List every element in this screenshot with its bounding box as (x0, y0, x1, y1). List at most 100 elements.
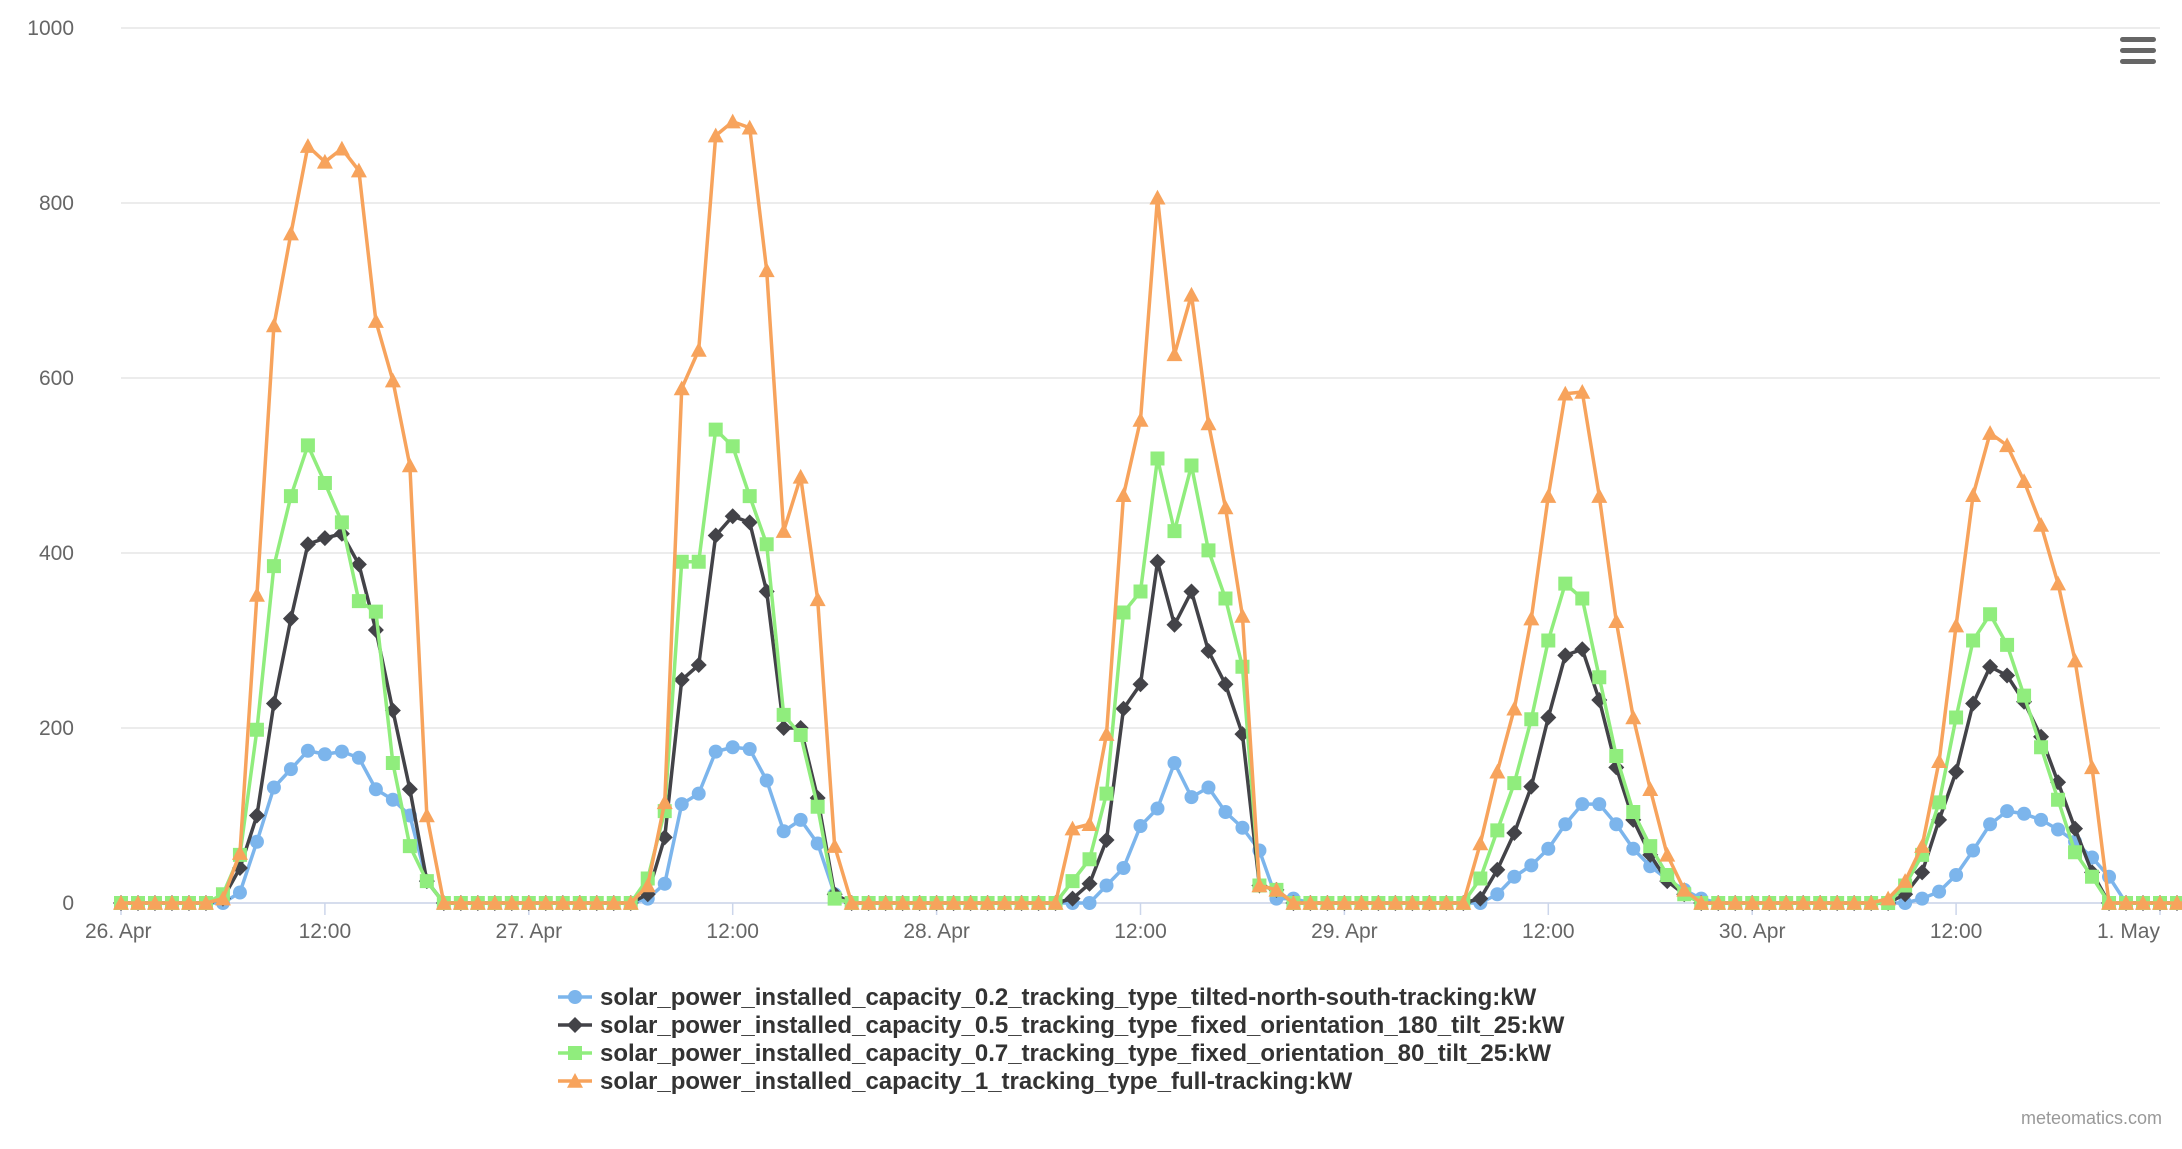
data-point (1184, 458, 1199, 473)
data-point (402, 839, 417, 854)
data-point (826, 838, 843, 853)
data-point (334, 744, 349, 759)
data-point (1932, 795, 1947, 810)
data-point (1966, 843, 1981, 858)
data-point (2051, 792, 2066, 807)
data-point (1149, 553, 1166, 570)
data-point (1081, 875, 1098, 892)
data-point (1506, 825, 1523, 841)
data-point (809, 591, 826, 607)
data-point (385, 792, 400, 807)
data-point (1558, 576, 1573, 591)
legend-item[interactable]: solar_power_installed_capacity_1_trackin… (558, 1068, 1353, 1095)
legend-symbol-marker (568, 990, 582, 1004)
data-point (1455, 895, 1472, 910)
data-point (2000, 637, 2015, 652)
data-point (1983, 607, 1998, 622)
legend-label[interactable]: solar_power_installed_capacity_0.5_track… (600, 1012, 1565, 1039)
chart-menu-button[interactable] (2115, 28, 2163, 72)
data-point (622, 895, 639, 910)
x-tick-label: 12:00 (299, 920, 352, 943)
data-point (282, 610, 299, 627)
data-point (724, 113, 741, 129)
data-point (1557, 385, 1574, 401)
data-point (265, 317, 282, 333)
data-point (351, 594, 366, 609)
data-point (435, 895, 452, 910)
data-point (248, 587, 265, 602)
data-point (1116, 861, 1131, 875)
data-point (673, 380, 690, 396)
data-point (299, 138, 316, 153)
data-point (249, 834, 264, 849)
data-point (1642, 781, 1659, 797)
data-point (605, 895, 622, 910)
legend-label[interactable]: solar_power_installed_capacity_0.7_track… (600, 1040, 1551, 1067)
data-point (452, 895, 469, 910)
data-point (368, 782, 383, 797)
data-point (741, 119, 758, 135)
credits-link[interactable]: meteomatics.com (2021, 1108, 2162, 1128)
data-point (708, 744, 723, 759)
data-point (674, 797, 689, 812)
series-markers (113, 113, 2182, 910)
data-point (266, 780, 281, 795)
data-point (1966, 633, 1981, 648)
data-point (1795, 895, 1812, 910)
legend-item[interactable]: solar_power_installed_capacity_0.7_track… (558, 1040, 1551, 1067)
data-point (2017, 688, 2032, 703)
data-point (1268, 881, 1285, 897)
legend-item[interactable]: solar_power_installed_capacity_0.2_track… (558, 984, 1537, 1011)
data-point (2034, 740, 2049, 755)
data-point (1218, 805, 1233, 819)
x-tick-label: 1. May (2097, 920, 2161, 943)
data-point (1965, 695, 1982, 712)
legend[interactable]: solar_power_installed_capacity_0.2_track… (558, 984, 1565, 1095)
y-tick-label: 800 (39, 192, 74, 215)
data-point (1982, 425, 1999, 440)
data-point (2051, 822, 2066, 837)
data-point (1931, 753, 1948, 769)
axes: 0 200 400 600 800 1000 26. Apr 12:00 27. Apr 12:0… (27, 17, 2161, 943)
data-point (690, 657, 707, 673)
data-point (571, 895, 588, 910)
data-point (2050, 575, 2067, 591)
data-point (1421, 895, 1438, 910)
data-point (214, 890, 231, 906)
data-point (1098, 832, 1115, 848)
data-point (146, 895, 163, 910)
grid-lines (121, 27, 2160, 904)
data-point (1609, 749, 1624, 763)
data-point (1150, 451, 1165, 466)
data-point (945, 895, 962, 910)
y-tick-label: 200 (39, 717, 74, 740)
data-point (1098, 726, 1115, 741)
data-point (776, 824, 791, 839)
data-point (2084, 759, 2101, 775)
data-point (1592, 797, 1607, 812)
data-point (1200, 643, 1217, 659)
data-point (1473, 871, 1488, 886)
data-point (537, 895, 554, 910)
data-point (674, 554, 689, 569)
data-point (367, 313, 384, 328)
data-point (299, 536, 316, 553)
data-point (2067, 652, 2084, 668)
data-point (1949, 868, 1964, 882)
legend-label[interactable]: solar_power_installed_capacity_1_trackin… (600, 1068, 1353, 1095)
hamburger-menu-icon[interactable] (2120, 37, 2156, 64)
data-point (1082, 852, 1097, 867)
legend-item[interactable]: solar_power_installed_capacity_0.5_track… (558, 1012, 1565, 1039)
x-tick-label: 12:00 (1930, 920, 1983, 943)
data-point (1235, 820, 1250, 835)
data-point (724, 508, 741, 525)
data-point (1065, 874, 1080, 889)
data-point (810, 836, 825, 851)
data-point (1285, 895, 1302, 910)
legend-label[interactable]: solar_power_installed_capacity_0.2_track… (600, 984, 1537, 1011)
data-point (266, 559, 281, 574)
data-point (742, 489, 757, 504)
data-point (129, 895, 146, 910)
data-point (1693, 895, 1710, 910)
data-point (1472, 835, 1489, 851)
